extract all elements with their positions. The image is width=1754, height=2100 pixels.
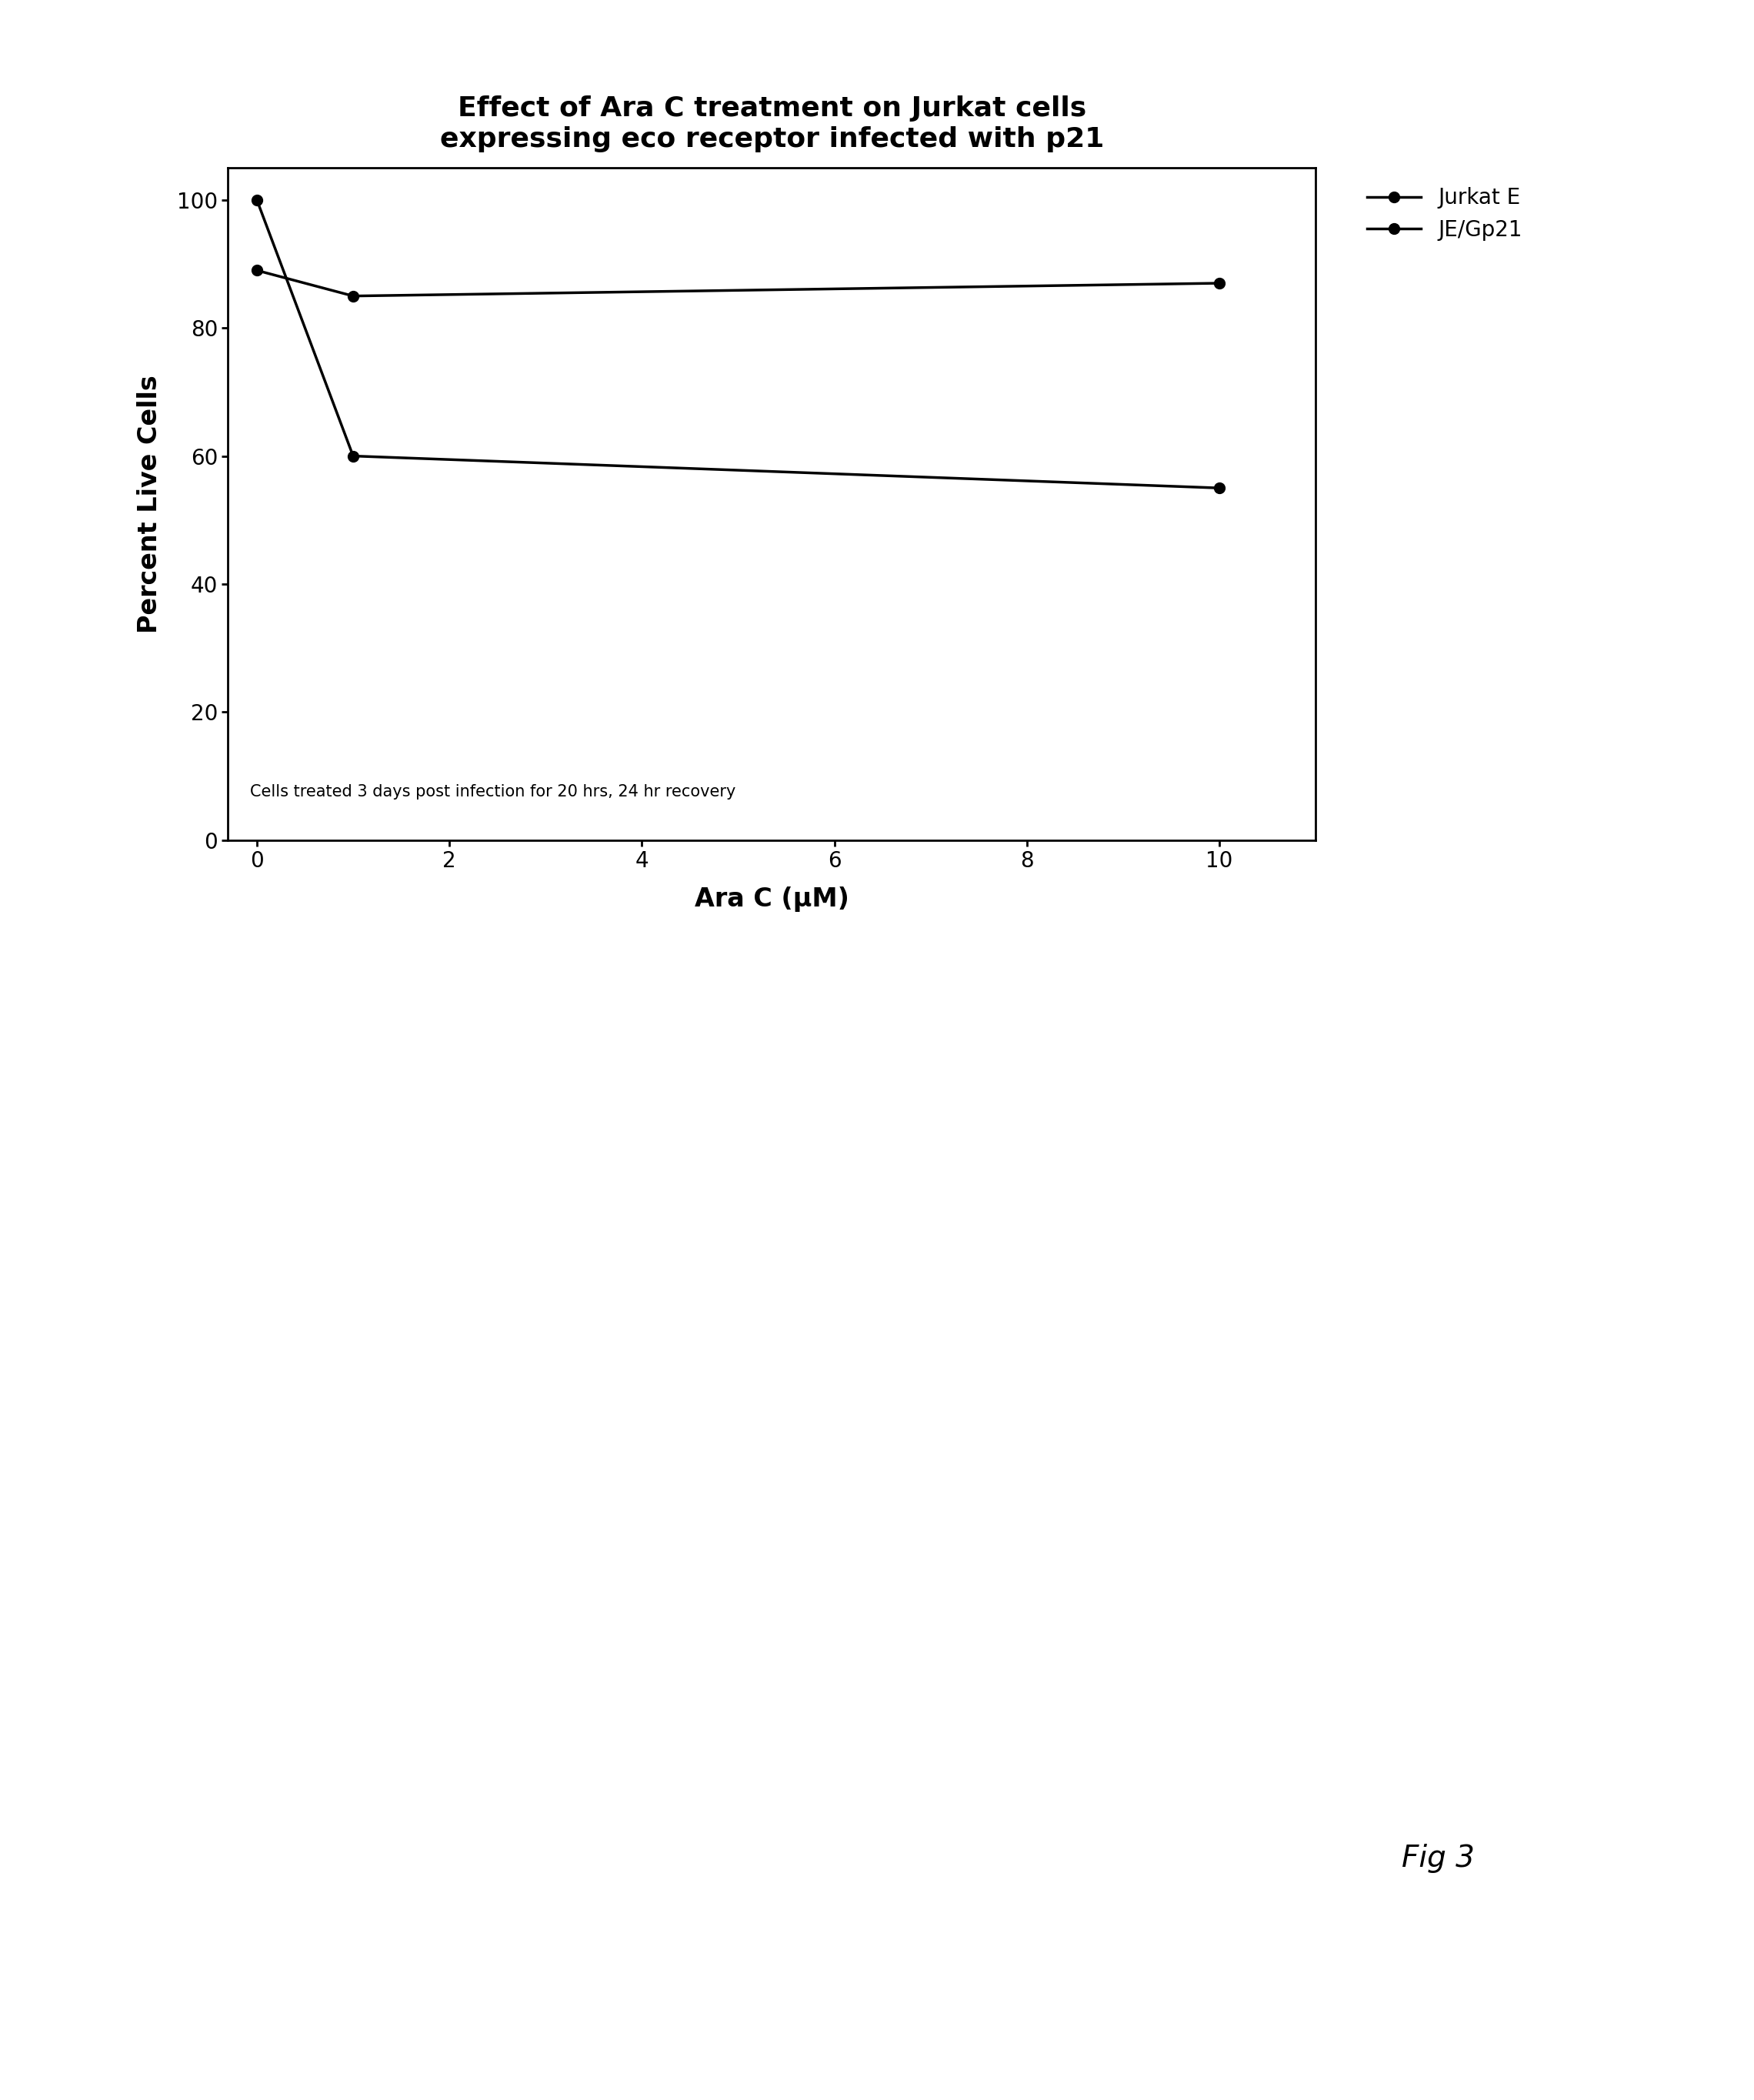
Text: Fig 3: Fig 3 [1401, 1844, 1475, 1873]
Line: JE/Gp21: JE/Gp21 [251, 265, 1224, 300]
Jurkat E [1209, 475, 1230, 500]
JE/Gp21 [246, 258, 267, 284]
JE/Gp21 [342, 284, 363, 309]
Title: Effect of Ara C treatment on Jurkat cells
expressing eco receptor infected with : Effect of Ara C treatment on Jurkat cell… [440, 94, 1103, 151]
Legend: Jurkat E, JE/Gp21: Jurkat E, JE/Gp21 [1359, 178, 1531, 250]
Line: Jurkat E: Jurkat E [251, 195, 1224, 493]
Text: Cells treated 3 days post infection for 20 hrs, 24 hr recovery: Cells treated 3 days post infection for … [249, 783, 735, 800]
X-axis label: Ara C (μM): Ara C (μM) [695, 886, 849, 911]
Y-axis label: Percent Live Cells: Percent Live Cells [137, 374, 161, 634]
JE/Gp21 [1209, 271, 1230, 296]
Jurkat E [246, 187, 267, 212]
Jurkat E [342, 443, 363, 468]
